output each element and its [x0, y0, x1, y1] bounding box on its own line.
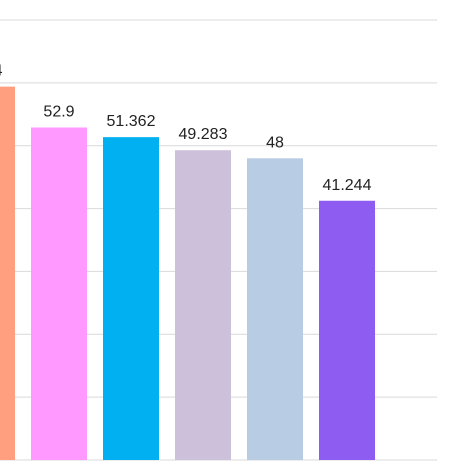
- data-label: 52.9: [43, 103, 74, 120]
- data-label: 59.4: [0, 63, 3, 80]
- bar: [319, 200, 375, 460]
- bar: [0, 86, 15, 460]
- data-label: 49.283: [179, 126, 228, 143]
- bar: [31, 127, 87, 460]
- data-label: 48: [266, 134, 284, 151]
- data-label: 51.362: [107, 113, 156, 130]
- bar: [247, 158, 303, 461]
- bar: [175, 150, 231, 461]
- data-label: 41.244: [323, 177, 372, 194]
- bar: [103, 137, 159, 460]
